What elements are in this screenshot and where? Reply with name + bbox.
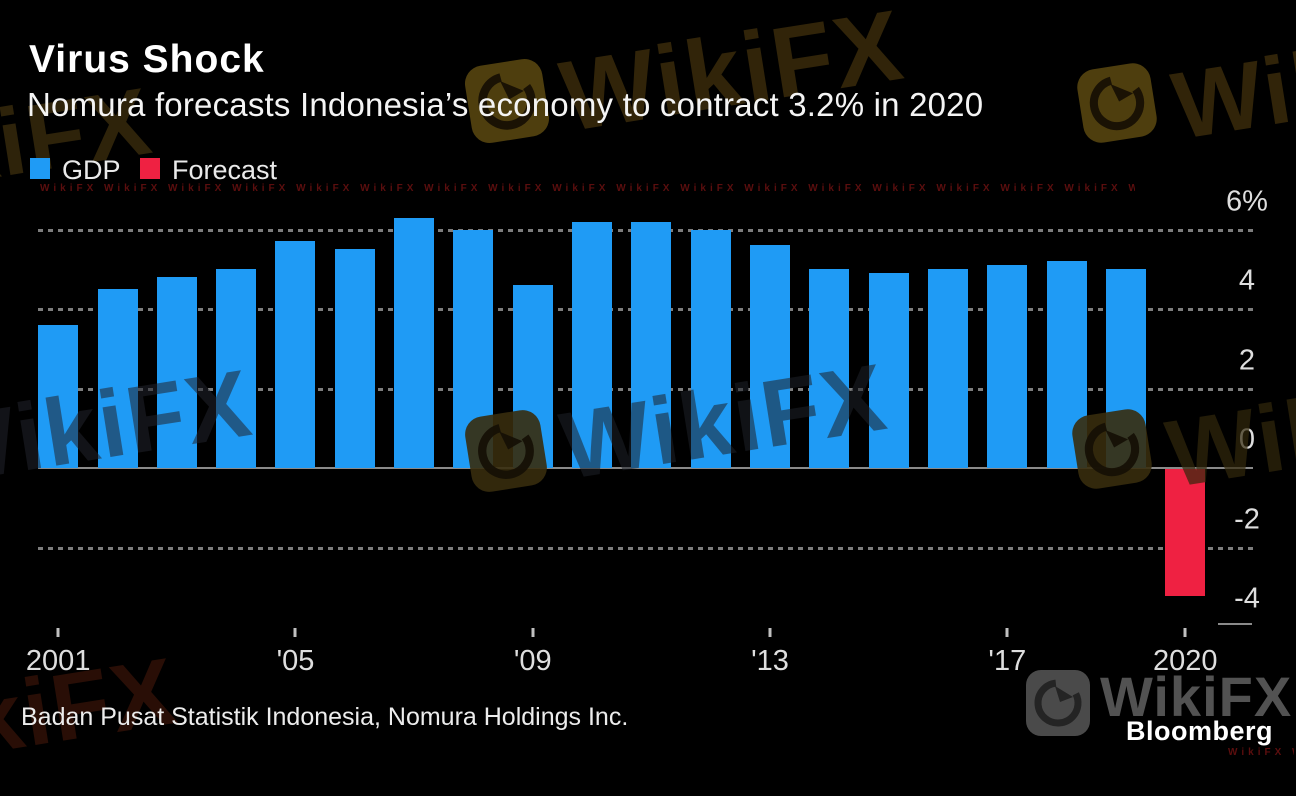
x-tick-2005	[293, 628, 297, 637]
bar-2015-gdp	[868, 273, 909, 468]
y-axis-label--2: -2	[1234, 503, 1260, 535]
y-axis-label--4: -4	[1234, 582, 1260, 615]
bloomberg-logo: Bloomberg	[1126, 716, 1274, 746]
bar-2019-gdp	[1105, 269, 1146, 468]
gridline--2	[38, 546, 1253, 550]
wikifx-watermark-text: WikiFX	[1100, 665, 1293, 728]
legend-label-gdp: GDP	[62, 155, 121, 185]
legend-swatch-gdp	[30, 158, 50, 179]
y-axis-label-0: 0	[1238, 423, 1256, 456]
bar-2010-gdp	[572, 221, 613, 468]
bar-2008-gdp	[453, 229, 494, 468]
axis-endcap-line	[1218, 623, 1252, 625]
bar-2009-gdp	[512, 285, 553, 468]
bar-2002-gdp	[97, 289, 138, 468]
zero-axis-line	[38, 467, 1253, 469]
bar-2017-gdp	[987, 265, 1028, 468]
bar-2014-gdp	[809, 269, 850, 468]
bar-2018-gdp	[1046, 261, 1087, 468]
y-axis-label-6: 6%	[1226, 185, 1268, 217]
chart-subtitle: Nomura forecasts Indonesia’s economy to …	[27, 86, 984, 123]
source-text: Badan Pusat Statistik Indonesia, Nomura …	[21, 703, 629, 731]
x-tick-2013	[768, 628, 772, 637]
bar-2012-gdp	[690, 229, 731, 468]
bar-2013-gdp	[750, 245, 791, 468]
x-axis-label-2005: '05	[276, 645, 315, 677]
x-axis-label-2013: '13	[751, 645, 789, 677]
x-axis-label-2020: 2020	[1153, 645, 1218, 677]
x-axis-label-2009: '09	[513, 645, 552, 677]
bar-2001-gdp	[38, 324, 79, 468]
x-tick-2001	[56, 628, 60, 637]
x-tick-2020	[1183, 628, 1187, 637]
bar-2006-gdp	[334, 249, 375, 468]
bar-2011-gdp	[631, 221, 672, 468]
legend-label-forecast: Forecast	[172, 155, 278, 185]
x-tick-2017	[1005, 628, 1009, 637]
bar-2020-forecast	[1165, 469, 1206, 597]
wikifx-logo-icon	[1026, 670, 1090, 736]
x-axis-label-2017: '17	[988, 645, 1027, 677]
bar-2003-gdp	[156, 277, 197, 468]
x-tick-2009	[531, 628, 535, 637]
x-axis-label-2001: 2001	[25, 645, 91, 677]
bar-2016-gdp	[928, 269, 968, 468]
micro-watermark-row: WikiFX WikiFX WikiFX WikiFX WikiFX WikiF…	[40, 183, 1135, 194]
micro-watermark-row: WikiFX WikiFX WikiFX WikiFX WikiFX WikiF…	[1228, 747, 1294, 758]
bar-2007-gdp	[394, 217, 435, 468]
legend-swatch-forecast	[140, 158, 160, 179]
bar-2005-gdp	[275, 241, 316, 468]
chart-title: Virus Shock	[29, 38, 265, 81]
bar-2004-gdp	[216, 269, 257, 468]
y-axis-label-4: 4	[1238, 264, 1256, 297]
y-axis-label-2: 2	[1238, 344, 1256, 376]
